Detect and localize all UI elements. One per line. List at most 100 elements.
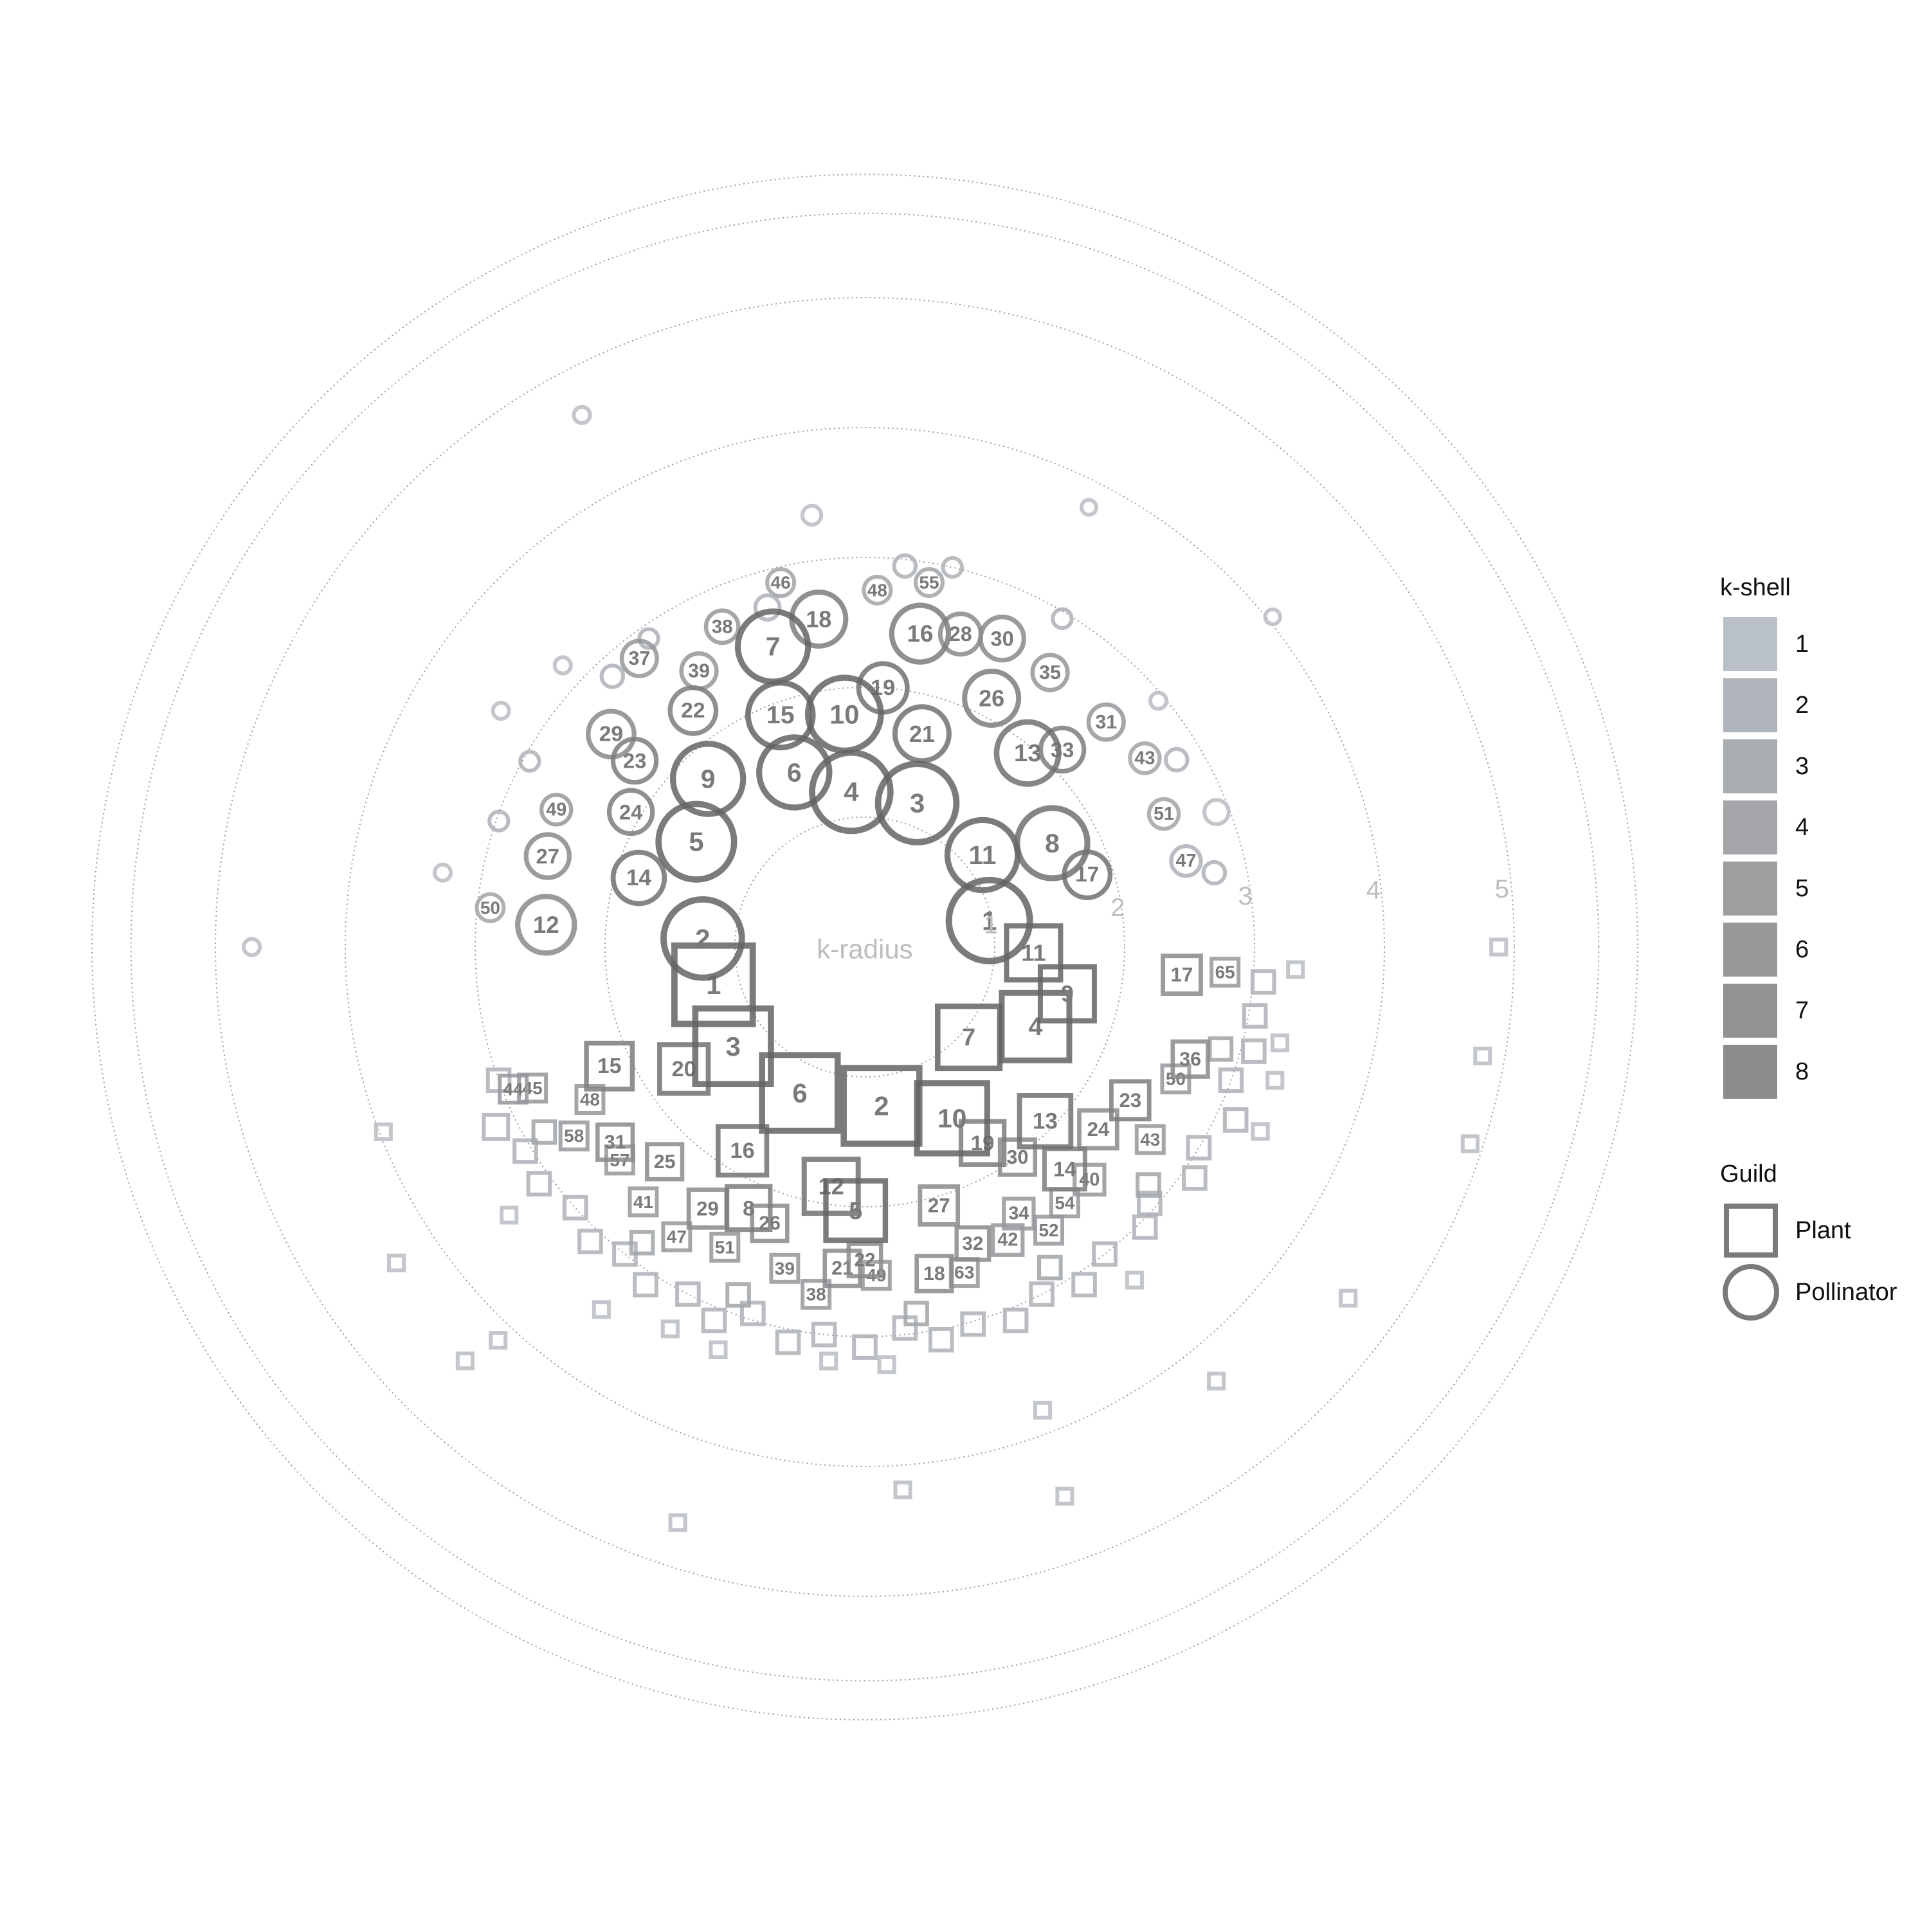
- plant-node: 9: [1037, 964, 1097, 1024]
- ring-tick-label: 1: [984, 910, 998, 939]
- plant-marker: [991, 1223, 1025, 1257]
- node-label: 17: [1075, 863, 1099, 887]
- kshell-legend-title: k-shell: [1720, 574, 1791, 601]
- plant-node: [1271, 1033, 1290, 1052]
- pollinator-node: 21: [892, 704, 952, 764]
- node-label: 51: [1154, 804, 1174, 824]
- kshell-swatch: [1723, 984, 1777, 1038]
- plant-marker: [671, 942, 756, 1027]
- plant-node: [903, 1301, 929, 1326]
- plant-marker: [1489, 937, 1508, 957]
- plant-node: 34: [1002, 1196, 1036, 1231]
- pollinator-marker: [523, 832, 572, 880]
- plant-marker: [592, 1300, 611, 1319]
- plant-node: 27: [918, 1184, 961, 1227]
- pollinator-marker: [610, 736, 659, 785]
- plant-marker: [1002, 1196, 1036, 1231]
- pollinator-marker: [539, 793, 574, 827]
- pollinator-node: 51: [1146, 797, 1181, 831]
- node-label: 28: [949, 622, 972, 646]
- plant-marker: [1182, 1165, 1208, 1191]
- plant-node: [1473, 1046, 1492, 1065]
- pollinator-marker: [734, 608, 811, 685]
- node-label: 47: [667, 1227, 687, 1247]
- node-label: 3: [725, 1031, 740, 1061]
- plant-node: [1055, 1486, 1074, 1506]
- plant-marker: [709, 1231, 741, 1263]
- kshell-legend-items: 1 2 3 4 5 6 7 8: [1723, 617, 1809, 1099]
- node-label: 15: [597, 1054, 621, 1078]
- ring-5: [215, 297, 1515, 1597]
- node-label: 44: [503, 1079, 524, 1099]
- pollinator-node: [892, 553, 918, 579]
- pollinator-node: 38: [703, 608, 741, 646]
- plant-node: [819, 1351, 838, 1371]
- plant-marker: [739, 1301, 766, 1326]
- pollinator-marker: [432, 862, 453, 883]
- plant-node: 58: [558, 1120, 590, 1151]
- kshell-swatch: [1723, 862, 1777, 916]
- plant-marker: [1071, 1272, 1097, 1297]
- plant-node: 41: [628, 1186, 659, 1218]
- pollinator-marker: [804, 674, 884, 754]
- node-label: 35: [1039, 662, 1061, 683]
- plant-node: [1092, 1241, 1118, 1267]
- node-label: 41: [633, 1192, 653, 1212]
- plant-marker: [1242, 1003, 1268, 1029]
- plant-marker: [531, 1119, 557, 1145]
- node-label: 13: [1033, 1108, 1058, 1133]
- pollinator-node: 18: [789, 589, 849, 649]
- pollinator-node: [491, 700, 511, 721]
- plant-marker: [1137, 1190, 1163, 1216]
- plant-marker: [725, 1282, 751, 1308]
- plant-marker: [811, 1321, 837, 1348]
- plant-marker: [512, 1138, 538, 1164]
- pollinator-marker: [753, 593, 782, 622]
- pollinator-node: 47: [1169, 844, 1203, 878]
- pollinator-marker: [962, 669, 1022, 728]
- plant-marker: [1092, 1241, 1118, 1267]
- plant-node: [675, 1281, 701, 1307]
- plant-node: 16: [716, 1124, 770, 1178]
- plant-marker: [668, 1513, 687, 1532]
- plant-node: 52: [1033, 1214, 1065, 1246]
- plant-node: [1241, 1038, 1267, 1064]
- pollinator-node: 37: [619, 638, 659, 678]
- pollinator-marker: [1146, 797, 1181, 831]
- plant-node: 31: [595, 1122, 635, 1162]
- node-label: 22: [855, 1249, 876, 1270]
- plant-node: [1339, 1288, 1358, 1308]
- pollinator-node: [941, 555, 964, 579]
- plant-node: [1186, 1135, 1212, 1160]
- plant-node: [725, 1282, 751, 1308]
- plant-marker: [577, 1229, 603, 1254]
- plant-marker: [1286, 960, 1305, 979]
- pollinator-node: [1079, 498, 1099, 517]
- pollinator-node: 13: [993, 719, 1062, 787]
- kshell-swatch: [1723, 800, 1777, 854]
- plant-node: 4: [999, 989, 1073, 1063]
- kshell-legend-label: 4: [1795, 814, 1809, 841]
- ring-tick-label: 4: [1366, 876, 1381, 904]
- kshell-legend-label: 3: [1795, 753, 1809, 780]
- pollinator-node: [800, 503, 824, 527]
- pollinator-node: 26: [962, 669, 1022, 728]
- plant-marker: [584, 1040, 635, 1092]
- pollinator-node: 43: [1128, 741, 1162, 775]
- pollinator-node: 23: [610, 736, 659, 785]
- plant-node: [1125, 1270, 1145, 1290]
- plant-node: 65: [1209, 957, 1241, 988]
- pollinator-node: 22: [667, 685, 719, 736]
- plant-marker: [455, 1351, 475, 1371]
- plant-marker: [498, 1073, 529, 1105]
- pollinator-marker: [241, 937, 262, 957]
- plant-node: [668, 1513, 687, 1532]
- plant-node: 13: [1017, 1093, 1074, 1150]
- plant-node: [852, 1334, 878, 1360]
- pollinator-marker: [874, 761, 960, 845]
- node-label: 32: [962, 1233, 983, 1254]
- pollinator-marker: [518, 750, 541, 773]
- plant-node: [811, 1321, 837, 1348]
- node-label: 27: [928, 1194, 950, 1216]
- pollinator-node: [487, 809, 511, 833]
